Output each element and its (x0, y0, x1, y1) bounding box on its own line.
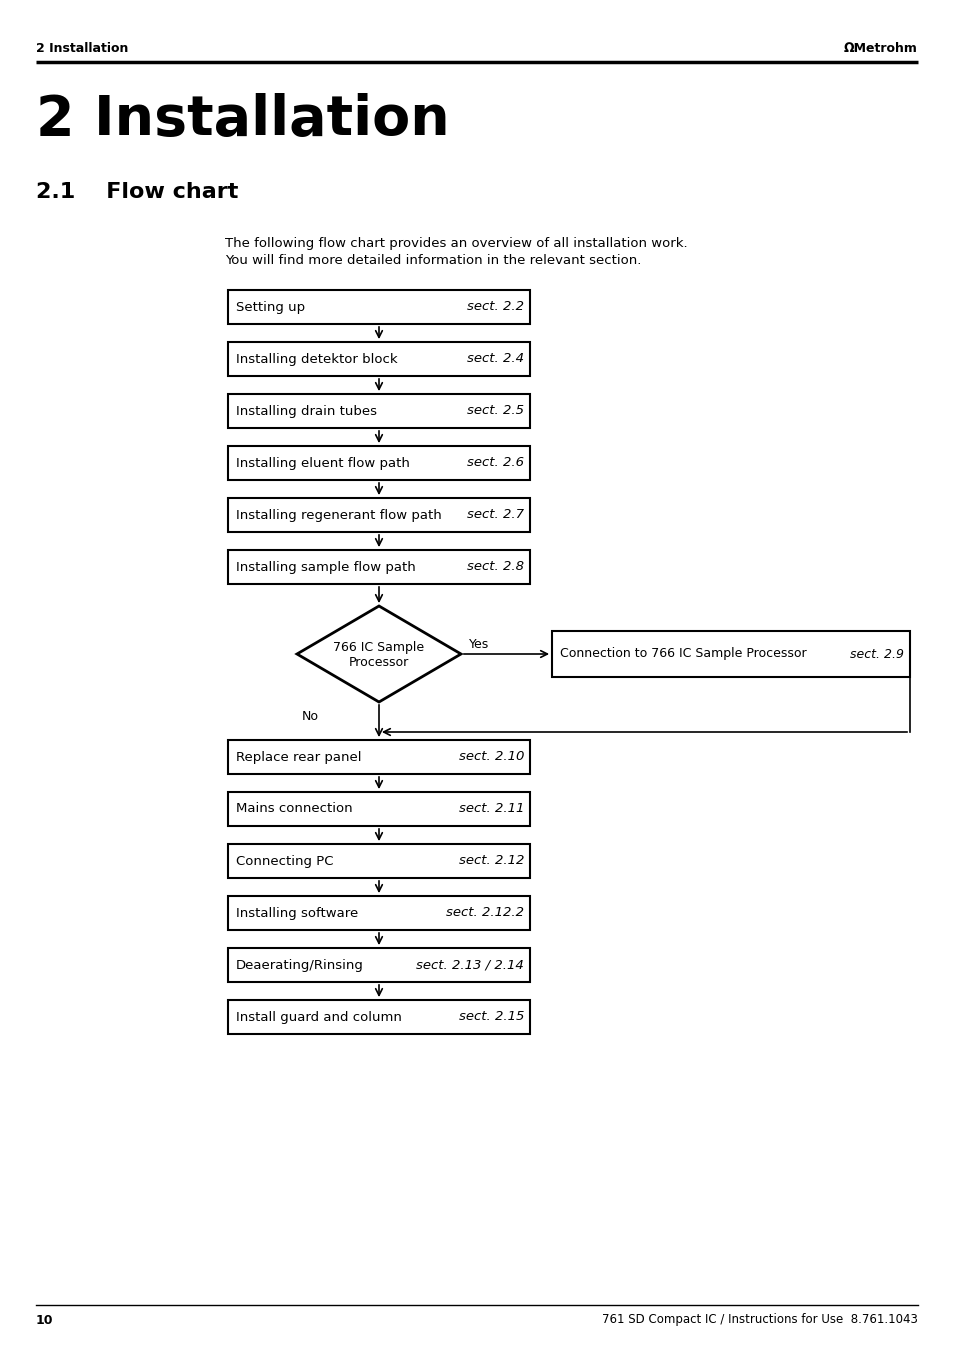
Text: sect. 2.4: sect. 2.4 (467, 353, 523, 366)
Text: sect. 2.12.2: sect. 2.12.2 (446, 907, 523, 920)
Text: Setting up: Setting up (235, 300, 305, 313)
Text: Install guard and column: Install guard and column (235, 1011, 401, 1024)
Bar (228, 948, 530, 982)
Text: sect. 2.15: sect. 2.15 (458, 1011, 523, 1024)
Text: Processor: Processor (349, 657, 409, 670)
Bar (228, 446, 530, 480)
Text: Deaerating/Rinsing: Deaerating/Rinsing (235, 958, 363, 971)
Bar (228, 550, 530, 584)
Polygon shape (296, 607, 460, 703)
Text: sect. 2.10: sect. 2.10 (458, 751, 523, 763)
Text: sect. 2.9: sect. 2.9 (849, 647, 903, 661)
Bar (228, 844, 530, 878)
Text: Installing eluent flow path: Installing eluent flow path (235, 457, 410, 470)
Text: Installing sample flow path: Installing sample flow path (235, 561, 416, 574)
Text: Installing regenerant flow path: Installing regenerant flow path (235, 508, 441, 521)
Text: 761 SD Compact IC / Instructions for Use  8.761.1043: 761 SD Compact IC / Instructions for Use… (601, 1313, 917, 1327)
Text: The following flow chart provides an overview of all installation work.: The following flow chart provides an ove… (225, 236, 687, 250)
Text: sect. 2.2: sect. 2.2 (467, 300, 523, 313)
Text: 2 Installation: 2 Installation (36, 93, 449, 147)
Text: Connecting PC: Connecting PC (235, 854, 334, 867)
Text: 10: 10 (36, 1313, 53, 1327)
Bar (228, 740, 530, 774)
Text: sect. 2.11: sect. 2.11 (458, 802, 523, 816)
Bar (228, 1000, 530, 1034)
Text: Installing detektor block: Installing detektor block (235, 353, 397, 366)
Text: sect. 2.13 / 2.14: sect. 2.13 / 2.14 (416, 958, 523, 971)
Text: Mains connection: Mains connection (235, 802, 353, 816)
Text: Connection to 766 IC Sample Processor: Connection to 766 IC Sample Processor (559, 647, 806, 661)
Text: Installing software: Installing software (235, 907, 358, 920)
Text: ΩMetrohm: ΩMetrohm (843, 42, 917, 54)
Text: sect. 2.5: sect. 2.5 (467, 404, 523, 417)
Bar (228, 290, 530, 324)
Bar (552, 631, 909, 677)
Text: Replace rear panel: Replace rear panel (235, 751, 361, 763)
Text: 2.1    Flow chart: 2.1 Flow chart (36, 182, 238, 203)
Bar (228, 792, 530, 825)
Text: You will find more detailed information in the relevant section.: You will find more detailed information … (225, 254, 640, 267)
Text: Installing drain tubes: Installing drain tubes (235, 404, 376, 417)
Text: 2 Installation: 2 Installation (36, 42, 129, 54)
Text: sect. 2.7: sect. 2.7 (467, 508, 523, 521)
Bar (228, 394, 530, 428)
Bar (228, 896, 530, 929)
Bar (228, 342, 530, 376)
Bar (228, 499, 530, 532)
Text: sect. 2.6: sect. 2.6 (467, 457, 523, 470)
Text: Yes: Yes (469, 638, 489, 650)
Text: No: No (302, 711, 318, 723)
Text: 766 IC Sample: 766 IC Sample (334, 640, 424, 654)
Text: sect. 2.12: sect. 2.12 (458, 854, 523, 867)
Text: sect. 2.8: sect. 2.8 (467, 561, 523, 574)
